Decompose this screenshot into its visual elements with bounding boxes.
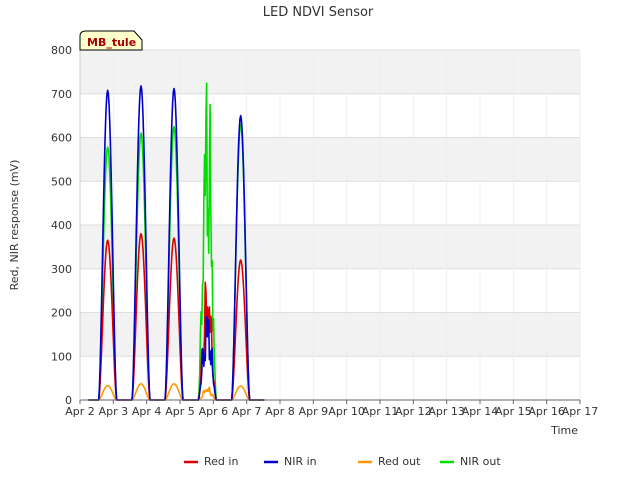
x-tick-label: Apr 8 — [265, 405, 295, 418]
series-lines — [88, 82, 265, 401]
x-tick-label: Apr 12 — [395, 405, 432, 418]
y-tick-label: 500 — [51, 175, 72, 188]
x-tick-label: Apr 6 — [199, 405, 229, 418]
y-tick-label: 200 — [51, 307, 72, 320]
legend-item-red-in: Red in — [184, 455, 238, 468]
badge-label: MB_tule — [87, 36, 136, 49]
x-tick-label: Apr 2 — [65, 405, 95, 418]
x-tick-label: Apr 11 — [362, 405, 399, 418]
y-tick-label: 800 — [51, 44, 72, 57]
series-line-nir-in — [88, 85, 265, 401]
legend-item-nir-in: NIR in — [264, 455, 317, 468]
x-tick-labels: Apr 2 Apr 3 Apr 4 Apr 5 Apr 6 Apr 7 Apr 8 Apr 9… — [65, 400, 598, 418]
x-tick-label: Apr 4 — [132, 405, 162, 418]
x-tick-label: Apr 16 — [528, 405, 565, 418]
x-tick-label: Apr 5 — [165, 405, 195, 418]
x-tick-label: Apr 17 — [562, 405, 599, 418]
chart-title: LED NDVI Sensor — [263, 5, 374, 20]
y-tick-label: 100 — [51, 350, 72, 363]
y-tick-label: 400 — [51, 219, 72, 232]
badge-shape — [79, 30, 143, 51]
x-tick-label: Apr 10 — [328, 405, 365, 418]
x-tick-label: Apr 9 — [299, 405, 329, 418]
site-badge: MB_tule — [79, 30, 143, 51]
x-tick-label: Apr 7 — [232, 405, 262, 418]
y-tick-label: 600 — [51, 132, 72, 145]
x-tick-label: Apr 3 — [99, 405, 129, 418]
legend-item-nir-out: NIR out — [440, 455, 501, 468]
series-line-red-in — [88, 232, 265, 401]
axes — [79, 50, 580, 401]
x-tick-label: Apr 13 — [428, 405, 465, 418]
legend-label: Red out — [378, 455, 421, 468]
y-tick-label: 700 — [51, 88, 72, 101]
x-tick-label: Apr 14 — [462, 405, 499, 418]
plot-bands — [80, 50, 580, 357]
plot-band — [80, 225, 580, 269]
x-axis-label: Time — [550, 424, 578, 437]
plot-band — [80, 312, 580, 357]
legend: Red in NIR in Red out NIR out — [184, 455, 501, 468]
plot-band — [80, 50, 580, 94]
y-axis-label: Red, NIR response (mV) — [8, 160, 21, 291]
y-tick-label: 0 — [65, 394, 72, 407]
legend-label: NIR in — [284, 455, 317, 468]
y-tick-label: 300 — [51, 263, 72, 276]
legend-label: Red in — [204, 455, 238, 468]
plot-band — [80, 137, 580, 182]
legend-label: NIR out — [460, 455, 501, 468]
series-line-red-out — [88, 383, 265, 401]
x-tick-label: Apr 15 — [495, 405, 532, 418]
y-tick-labels: 0 100 200 300 400 500 600 700 800 — [51, 44, 72, 407]
legend-item-red-out: Red out — [358, 455, 421, 468]
